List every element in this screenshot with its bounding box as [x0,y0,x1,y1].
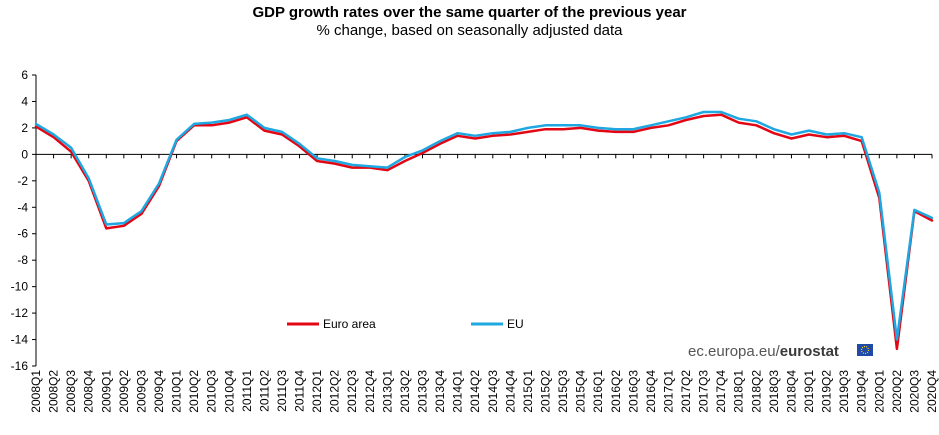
x-tick-label: 2019Q2 [820,370,834,413]
chart-subtitle: % change, based on seasonally adjusted d… [316,22,623,39]
y-tick-label: -4 [17,200,28,214]
y-tick-label: -2 [17,174,28,188]
series-layer [34,110,934,351]
x-tick-label: 2010Q4 [222,370,236,413]
x-tick-label: 2010Q1 [170,370,184,413]
x-tick-label: 2015Q1 [521,370,535,413]
x-tick-label: 2018Q4 [784,370,798,413]
x-tick-label: 2014Q1 [451,370,465,413]
x-tick-label: 2018Q1 [732,370,746,413]
x-tick-label: 2011Q4 [293,370,307,412]
x-tick-label: 2011Q3 [275,370,289,412]
x-tick-label: 2020Q1 [872,370,886,413]
legend-label-euro-area: Euro area [323,317,376,331]
x-tick-label: 2016Q4 [644,370,658,413]
x-tick-label: 2017Q2 [679,370,693,413]
credit-brand: eurostat [780,343,839,360]
x-tick-label: 2013Q1 [380,370,394,413]
x-tick-label: 2012Q3 [345,370,359,413]
y-tick-label: -12 [11,306,29,320]
credit-text: ec.europa.eu/eurostat [688,343,839,360]
x-tick-label: 2013Q2 [398,370,412,413]
x-tick-label: 2013Q3 [416,370,430,413]
series-line-eu [34,110,934,341]
x-tick-label: 2017Q4 [714,370,728,413]
x-tick-label: 2009Q3 [134,370,148,413]
x-tick-label: 2018Q3 [767,370,781,413]
y-axis: 6 4 2 0 -2 -4 -6 -8 -10 -12 -14 -16 [11,68,37,373]
y-tick-label: 6 [21,68,28,82]
y-tick-label: 0 [21,147,28,161]
x-tick-label: 2018Q2 [749,370,763,413]
y-tick-label: -8 [17,253,28,267]
x-tick-label: 2017Q1 [661,370,675,413]
eurostat-credit: ec.europa.eu/eurostat [688,343,873,360]
x-tick-label: 2015Q2 [538,370,552,413]
x-tick-label: 2013Q4 [433,370,447,413]
y-tick-label: 2 [21,121,28,135]
y-tick-label: -14 [11,333,29,347]
x-tick-label: 2012Q4 [363,370,377,413]
x-tick-label: 2011Q1 [240,370,254,412]
x-tick-label: 2017Q3 [697,370,711,413]
x-tick-label: 2019Q4 [855,370,869,413]
x-tick-label: 2011Q2 [257,370,271,412]
legend-label-eu: EU [507,317,524,331]
x-tick-label: 2012Q1 [310,370,324,413]
x-tick-label: 2010Q2 [187,370,201,413]
x-tick-label: 2009Q2 [117,370,131,413]
x-tick-label: 2009Q1 [99,370,113,413]
x-tick-label: 2020Q4 [925,370,939,413]
x-tick-label: 2008Q3 [64,370,78,413]
x-tick-label: 2016Q2 [609,370,623,413]
x-axis: 2008Q1 2008Q2 2008Q3 2008Q4 2009Q1 2009Q2 2009… [29,153,939,413]
eu-flag-logo [857,344,873,356]
x-tick-label: 2020Q3 [907,370,921,413]
chart-title: GDP growth rates over the same quarter o… [252,4,687,21]
x-tick-label: 2015Q3 [556,370,570,413]
x-tick-label: 2019Q3 [837,370,851,413]
x-tick-label: 2015Q4 [574,370,588,413]
x-tick-label: 2014Q2 [468,370,482,413]
x-tick-label: 2016Q3 [626,370,640,413]
x-tick-label: 2012Q2 [328,370,342,413]
y-tick-label: 4 [21,94,28,108]
series-line-euro-area [34,113,934,351]
x-tick-label: 2016Q1 [591,370,605,413]
x-tick-label: 2020Q2 [890,370,904,413]
x-tick-label: 2010Q3 [205,370,219,413]
x-tick-label: 2014Q4 [503,370,517,413]
x-tick-label: 2019Q1 [802,370,816,413]
y-tick-label: -10 [11,280,29,294]
y-tick-label: -6 [17,227,28,241]
legend: Euro area EU [287,317,524,331]
x-tick-label: 2008Q2 [47,370,61,413]
x-tick-label: 2008Q4 [82,370,96,413]
x-tick-label: 2014Q3 [486,370,500,413]
y-tick-label: -16 [11,359,29,373]
x-tick-label: 2008Q1 [29,370,43,413]
credit-prefix: ec.europa.eu/ [688,343,781,360]
x-tick-label: 2009Q4 [152,370,166,413]
